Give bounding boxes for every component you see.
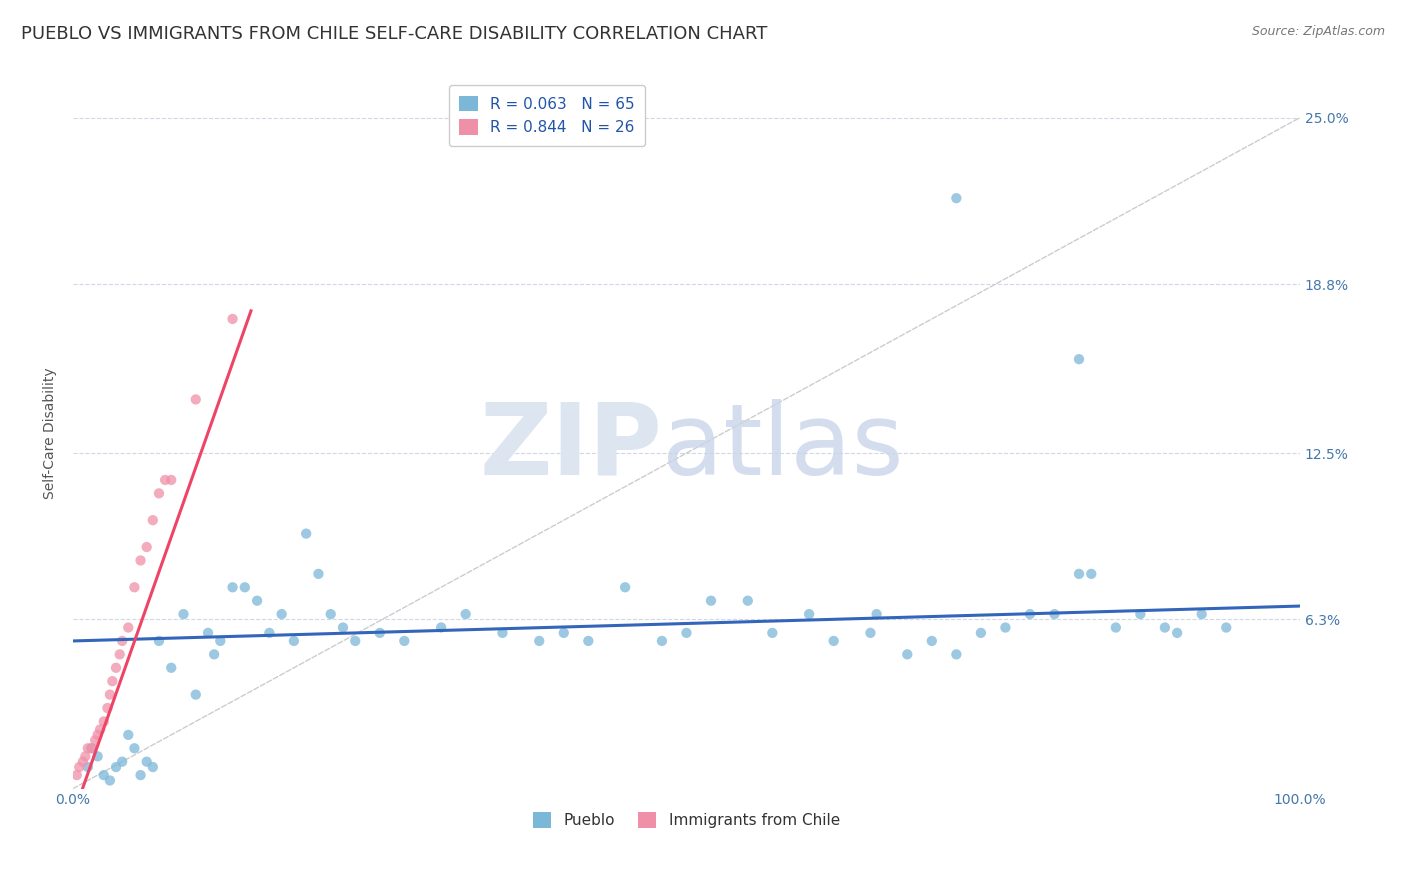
Point [553,626,575,640]
Point [135,540,157,554]
Point [797,607,820,621]
Point [72,755,94,769]
Point [117,728,139,742]
Text: PUEBLO VS IMMIGRANTS FROM CHILE SELF-CARE DISABILITY CORRELATION CHART: PUEBLO VS IMMIGRANTS FROM CHILE SELF-CAR… [21,25,768,43]
Point [98,688,121,702]
Point [124,580,146,594]
Point [896,648,918,662]
Point [160,473,183,487]
Point [246,593,269,607]
Point [865,607,887,621]
Point [221,312,243,326]
Point [197,626,219,640]
Point [761,626,783,640]
Point [675,626,697,640]
Point [86,749,108,764]
Point [307,566,329,581]
Point [368,626,391,640]
Point [89,723,111,737]
Y-axis label: Self-Care Disability: Self-Care Disability [44,368,58,499]
Point [945,191,967,205]
Point [86,728,108,742]
Point [129,553,152,567]
Point [142,760,165,774]
Point [93,714,115,729]
Point [1215,621,1237,635]
Point [576,634,599,648]
Point [117,621,139,635]
Point [651,634,673,648]
Text: ZIP: ZIP [479,399,662,496]
Point [921,634,943,648]
Point [1080,566,1102,581]
Point [737,593,759,607]
Point [96,701,118,715]
Point [129,768,152,782]
Point [233,580,256,594]
Point [75,749,97,764]
Point [1191,607,1213,621]
Point [202,648,225,662]
Point [111,755,134,769]
Point [80,741,103,756]
Point [66,768,89,782]
Point [1043,607,1066,621]
Point [259,626,281,640]
Text: Source: ZipAtlas.com: Source: ZipAtlas.com [1251,25,1385,38]
Point [105,661,128,675]
Point [148,486,170,500]
Point [93,768,115,782]
Point [160,661,183,675]
Point [945,648,967,662]
Point [1129,607,1152,621]
Point [209,634,232,648]
Point [142,513,165,527]
Point [221,580,243,594]
Point [173,607,195,621]
Point [295,526,318,541]
Point [148,634,170,648]
Point [1154,621,1177,635]
Point [105,760,128,774]
Point [1105,621,1128,635]
Point [1067,566,1090,581]
Point [859,626,882,640]
Point [614,580,637,594]
Point [184,688,207,702]
Point [529,634,551,648]
Point [124,741,146,756]
Point [101,674,124,689]
Point [491,626,513,640]
Point [153,473,176,487]
Point [98,773,121,788]
Point [67,760,90,774]
Point [454,607,477,621]
Point [184,392,207,407]
Point [1019,607,1042,621]
Point [319,607,342,621]
Point [108,648,131,662]
Point [111,634,134,648]
Point [970,626,993,640]
Point [700,593,723,607]
Point [135,755,157,769]
Point [270,607,292,621]
Point [84,733,107,747]
Legend: Pueblo, Immigrants from Chile: Pueblo, Immigrants from Chile [527,806,846,834]
Point [823,634,845,648]
Point [283,634,305,648]
Point [344,634,367,648]
Text: atlas: atlas [662,399,904,496]
Point [76,741,98,756]
Point [76,760,98,774]
Point [80,741,103,756]
Point [430,621,453,635]
Point [332,621,354,635]
Point [994,621,1017,635]
Point [1166,626,1188,640]
Point [1067,352,1090,367]
Point [394,634,416,648]
